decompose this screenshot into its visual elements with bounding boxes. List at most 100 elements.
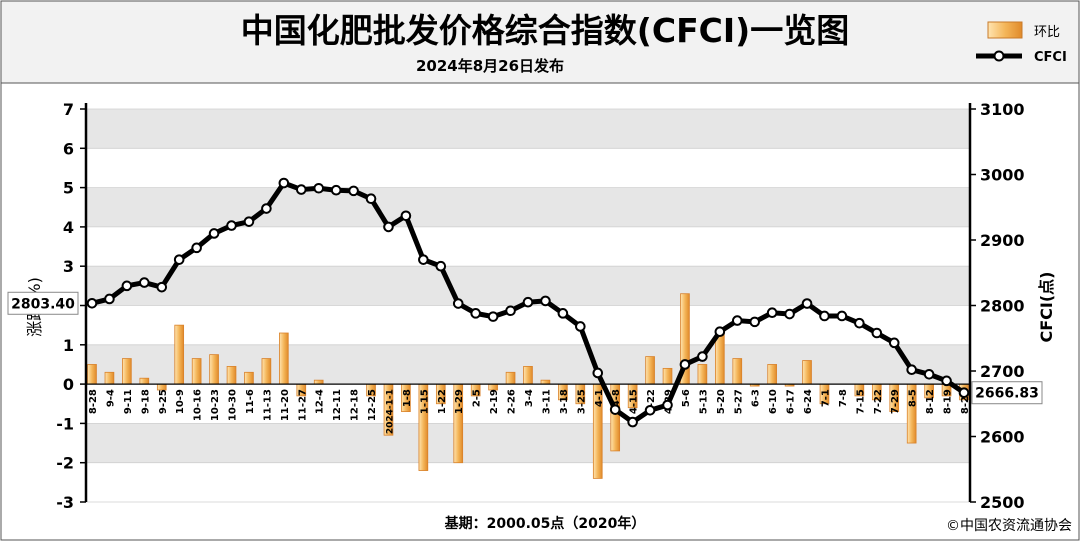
cfci-point-2-26 <box>505 305 516 317</box>
x-tick-label: 9-25 <box>158 389 169 414</box>
x-tick-label: 2-19 <box>489 389 500 414</box>
right-tick-label: 2600 <box>980 428 1025 447</box>
left-tick-label: 4 <box>63 218 74 237</box>
cfci-point-8-12 <box>923 368 935 380</box>
left-tick-label: 0 <box>63 375 74 394</box>
cfci-point-5-20 <box>714 326 726 338</box>
cfci-point-1-29 <box>452 298 464 309</box>
left-tick-label: -1 <box>56 414 74 433</box>
x-tick-label: 4-15 <box>629 389 640 414</box>
x-tick-label: 3-11 <box>541 389 552 414</box>
bar-9-11 <box>122 358 132 385</box>
x-tick-label: 10-9 <box>175 389 186 414</box>
cfci-point-4-29 <box>662 399 673 411</box>
cfci-point-12-4 <box>313 182 325 194</box>
x-tick-label: 8-28 <box>88 389 99 414</box>
bar-5-27 <box>732 358 743 385</box>
cfci-point-3-18 <box>557 308 569 319</box>
cfci-point-8-26 <box>958 387 970 399</box>
cfci-point-1-8 <box>400 210 412 222</box>
cfci-point-7-1 <box>819 310 830 322</box>
cfci-point-4-1 <box>592 367 604 379</box>
cfci-point-4-22 <box>644 405 656 416</box>
base-note: 基期：2000.05点（2020年） <box>445 515 646 532</box>
cfci-point-7-15 <box>854 317 865 329</box>
x-tick-label: 4-1 <box>594 389 605 407</box>
x-tick-label: 8-12 <box>925 389 936 414</box>
cfci-point-9-25 <box>156 281 168 293</box>
cfci-point-2-5 <box>470 308 481 319</box>
cfci-point-6-3 <box>749 316 761 328</box>
header-panel <box>0 0 1080 84</box>
x-tick-label: 5-20 <box>716 389 727 414</box>
cfci-point-10-9 <box>173 254 185 265</box>
cfci-point-9-11 <box>121 280 133 292</box>
bar-9-4 <box>104 371 115 385</box>
cfci-point-5-13 <box>697 351 708 362</box>
x-tick-label: 6-10 <box>768 389 779 414</box>
cfci-point-4-15 <box>627 416 638 428</box>
bar-11-13 <box>261 358 272 385</box>
x-tick-label: 9-18 <box>140 389 151 414</box>
left-tick-label: 6 <box>63 139 74 158</box>
cfci-point-6-10 <box>766 307 778 319</box>
line-series <box>86 177 970 428</box>
x-tick-label: 2-26 <box>507 389 518 414</box>
cfci-point-1-15 <box>418 254 429 265</box>
bar-2-26 <box>505 371 516 385</box>
x-tick-label: 12-4 <box>315 389 326 414</box>
legend: 环比 CFCI <box>976 21 1067 65</box>
x-tick-label: 3-18 <box>559 389 570 414</box>
x-tick-label: 11-27 <box>297 389 308 421</box>
x-tick-label: 9-11 <box>123 389 134 414</box>
x-tick-label: 6-17 <box>786 389 797 414</box>
x-tick-label: 1-22 <box>437 389 448 414</box>
annotation-label-first: 2803.40 <box>11 296 75 312</box>
cfci-point-2024-1-1 <box>383 221 394 233</box>
cfci-point-10-30 <box>226 220 237 231</box>
x-tick-label: 5-27 <box>733 389 744 414</box>
grid-band <box>86 109 970 149</box>
x-tick-label: 11-13 <box>262 389 273 421</box>
x-tick-label: 11-20 <box>280 389 291 421</box>
x-tick-label: 1-15 <box>419 389 430 414</box>
cfci-point-1-22 <box>435 260 447 272</box>
annotation-box-first <box>7 291 79 315</box>
right-tick-label: 2700 <box>980 362 1025 381</box>
main-panel <box>0 82 1080 541</box>
bar-8-28 <box>87 364 97 385</box>
x-axis-labels: 8-28 9-4 9-11 9-18 9-25 10-9 10-16 10-23 10-30 11… <box>88 389 971 434</box>
x-tick-label: 4-8 <box>611 389 622 407</box>
cfci-point-9-4 <box>104 293 115 305</box>
bar-9-18 <box>139 377 150 385</box>
x-tick-label: 8-26 <box>960 389 971 414</box>
cfci-point-10-16 <box>191 242 202 254</box>
x-tick-label: 4-22 <box>646 389 657 414</box>
cfci-point-11-13 <box>261 203 272 214</box>
x-tick-label: 7-22 <box>873 389 884 414</box>
x-tick-label: 11-6 <box>245 389 256 414</box>
cfci-point-7-22 <box>871 327 883 339</box>
x-tick-label: 8-5 <box>908 389 919 407</box>
grid-bands <box>86 108 970 503</box>
bar-11-20 <box>279 332 289 385</box>
bar-3-4 <box>523 366 533 385</box>
x-tick-label: 8-19 <box>943 389 954 414</box>
cfci-point-6-17 <box>784 308 795 320</box>
x-tick-label: 3-25 <box>576 389 587 414</box>
cfci-point-10-23 <box>208 228 220 239</box>
x-tick-label: 9-4 <box>105 389 116 407</box>
copyright: ©中国农资流通协会 <box>946 518 1072 534</box>
left-tick-label: 7 <box>63 100 74 119</box>
grid-band <box>86 423 970 463</box>
left-tick-label: -3 <box>56 493 74 512</box>
cfci-point-12-25 <box>365 193 377 205</box>
cfci-point-11-20 <box>278 177 290 189</box>
x-tick-label: 5-13 <box>698 389 709 414</box>
bar-10-30 <box>226 366 237 385</box>
x-tick-label: 10-16 <box>193 389 204 421</box>
cfci-point-8-28 <box>86 297 98 309</box>
chart-subtitle: 2024年8月26日发布 <box>416 57 564 75</box>
right-tick-label: 3000 <box>980 166 1025 185</box>
